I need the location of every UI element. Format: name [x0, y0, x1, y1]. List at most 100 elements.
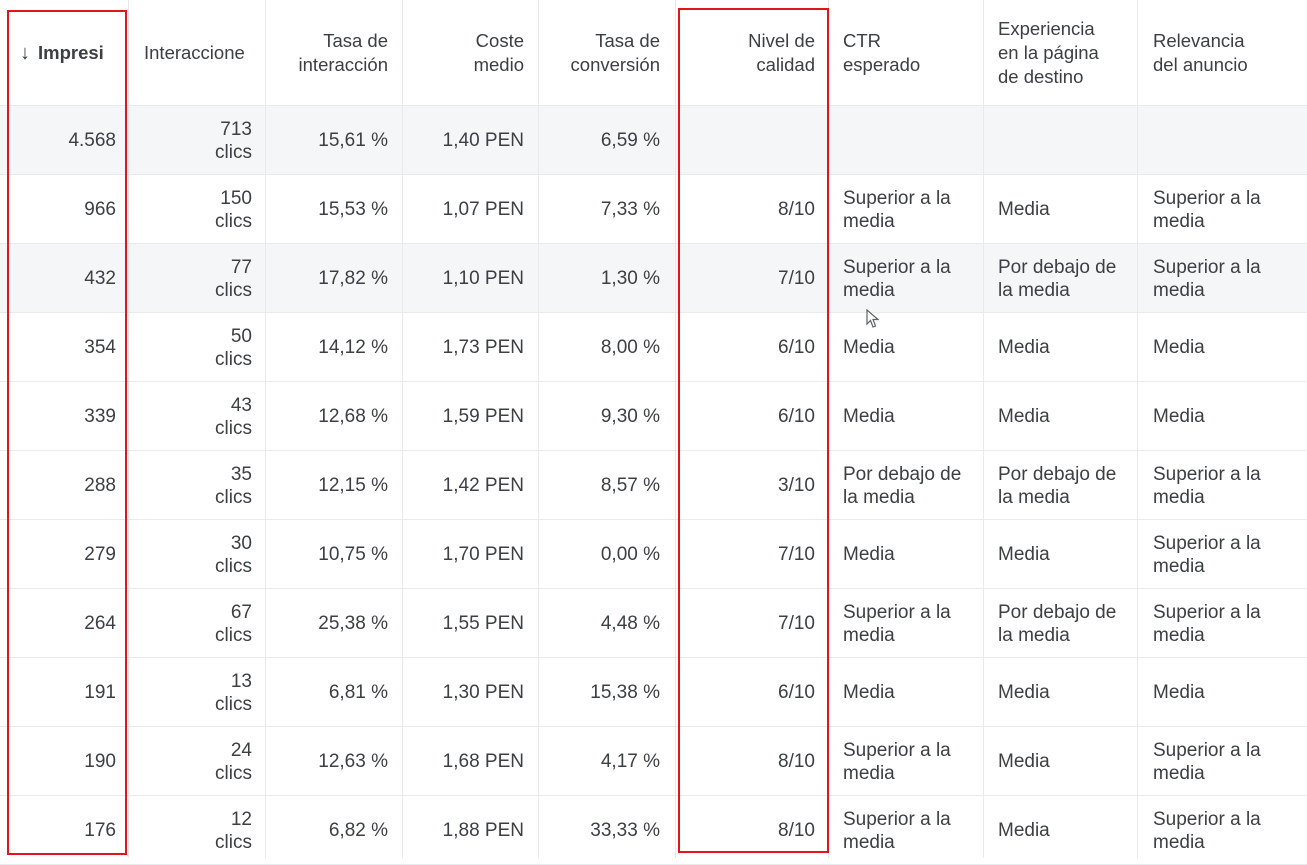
cell-quality-score: 6/10 [778, 406, 815, 427]
cell-impressions: 432 [84, 268, 116, 289]
column-header-quality-score[interactable]: Nivel de calidad [748, 30, 815, 75]
row-divider [0, 657, 1307, 658]
cell-expected-ctr: Media [843, 337, 895, 358]
column-divider [265, 0, 266, 858]
row-divider [0, 450, 1307, 451]
row-divider [0, 726, 1307, 727]
cell-conversion-rate: 15,38 % [590, 682, 660, 703]
cell-ad-relevance: Superior a la media [1153, 187, 1261, 232]
cell-quality-score: 7/10 [778, 544, 815, 565]
cell-avg-cost: 1,30 PEN [442, 682, 524, 703]
cell-interaction-rate: 10,75 % [318, 544, 388, 565]
cell-ad-relevance [1153, 106, 1303, 175]
column-divider [402, 0, 403, 858]
column-header-ad-relevance[interactable]: Relevancia del anuncio [1153, 30, 1248, 75]
column-header-landing-page-experience[interactable]: Experiencia en la página de destino [998, 18, 1099, 87]
cell-landing-page-experience: Media [998, 337, 1050, 358]
header-row: ↓ Impresi Interaccione Tasa de interacció… [0, 0, 1307, 106]
row-divider [0, 381, 1307, 382]
cell-interactions: 50 clics [215, 325, 252, 370]
cell-avg-cost: 1,10 PEN [442, 268, 524, 289]
cell-avg-cost: 1,88 PEN [442, 820, 524, 841]
cell-conversion-rate: 0,00 % [600, 544, 660, 565]
cell-interactions: 13 clics [215, 670, 252, 715]
cell-expected-ctr [843, 106, 978, 175]
cell-landing-page-experience: Media [998, 682, 1050, 703]
cell-impressions: 4.568 [68, 130, 116, 151]
column-header-expected-ctr[interactable]: CTR esperado [843, 30, 921, 75]
column-header-conversion-rate[interactable]: Tasa de conversión [570, 30, 660, 75]
mouse-pointer-icon [866, 309, 880, 328]
cell-conversion-rate: 8,00 % [600, 337, 660, 358]
column-header-impressions[interactable]: ↓ Impresi [20, 42, 104, 64]
cell-interaction-rate: 25,38 % [318, 613, 388, 634]
cell-interaction-rate: 12,63 % [318, 751, 388, 772]
cell-quality-score: 7/10 [778, 268, 815, 289]
cell-quality-score: 3/10 [778, 475, 815, 496]
cell-interactions: 150 clics [215, 187, 252, 232]
cell-ad-relevance: Superior a la media [1153, 601, 1261, 646]
cell-conversion-rate: 33,33 % [590, 820, 660, 841]
cell-landing-page-experience: Media [998, 199, 1050, 220]
column-header-avg-cost[interactable]: Coste medio [473, 30, 524, 75]
cell-avg-cost: 1,55 PEN [442, 613, 524, 634]
cell-impressions: 279 [84, 544, 116, 565]
row-divider [0, 519, 1307, 520]
column-divider [828, 0, 829, 858]
cell-avg-cost: 1,70 PEN [442, 544, 524, 565]
cell-impressions: 339 [84, 406, 116, 427]
cell-landing-page-experience: Media [998, 751, 1050, 772]
cell-impressions: 288 [84, 475, 116, 496]
column-header-interaction-rate[interactable]: Tasa de interacción [298, 30, 388, 75]
column-header-interactions[interactable]: Interaccione [144, 42, 245, 63]
table-row[interactable]: 966 150 clics 15,53 % 1,07 PEN 7,33 % 8/10 Supe… [0, 175, 1307, 244]
cell-expected-ctr: Superior a la media [843, 187, 951, 232]
table-row[interactable]: 279 30 clics 10,75 % 1,70 PEN 0,00 % 7/10 Media… [0, 520, 1307, 589]
table-row[interactable]: 4.568 713 clics 15,61 % 1,40 PEN 6,59 % [0, 106, 1307, 175]
table-row[interactable]: 264 67 clics 25,38 % 1,55 PEN 4,48 % 7/10 Super… [0, 589, 1307, 658]
cell-quality-score: 7/10 [778, 613, 815, 634]
cell-avg-cost: 1,07 PEN [442, 199, 524, 220]
cell-impressions: 176 [84, 820, 116, 841]
cell-ad-relevance: Media [1153, 337, 1205, 358]
row-divider [0, 243, 1307, 244]
cell-interactions: 12 clics [215, 808, 252, 853]
cell-ad-relevance: Superior a la media [1153, 739, 1261, 784]
table-row[interactable]: 190 24 clics 12,63 % 1,68 PEN 4,17 % 8/10 Super… [0, 727, 1307, 796]
cell-quality-score: 6/10 [778, 682, 815, 703]
cell-interactions: 77 clics [215, 256, 252, 301]
cell-landing-page-experience: Por debajo de la media [998, 601, 1117, 646]
cell-impressions: 191 [84, 682, 116, 703]
cell-ad-relevance: Superior a la media [1153, 808, 1261, 853]
cell-landing-page-experience: Media [998, 544, 1050, 565]
cell-quality-score [680, 106, 815, 175]
table-row[interactable]: 354 50 clics 14,12 % 1,73 PEN 8,00 % 6/10 Media… [0, 313, 1307, 382]
cell-expected-ctr: Media [843, 682, 895, 703]
cell-interactions: 713 clics [215, 118, 252, 163]
cell-avg-cost: 1,68 PEN [442, 751, 524, 772]
cell-impressions: 354 [84, 337, 116, 358]
cell-expected-ctr: Media [843, 544, 895, 565]
cell-interactions: 30 clics [215, 532, 252, 577]
table-row[interactable]: 288 35 clics 12,15 % 1,42 PEN 8,57 % 3/10 Por d… [0, 451, 1307, 520]
table-row[interactable]: 176 12 clics 6,82 % 1,88 PEN 33,33 % 8/10 Super… [0, 796, 1307, 865]
cell-interaction-rate: 17,82 % [318, 268, 388, 289]
column-divider [128, 0, 129, 858]
table-row[interactable]: 339 43 clics 12,68 % 1,59 PEN 9,30 % 6/10 Media… [0, 382, 1307, 451]
cell-quality-score: 8/10 [778, 820, 815, 841]
cell-ad-relevance: Media [1153, 406, 1205, 427]
cell-interaction-rate: 12,15 % [318, 475, 388, 496]
table-row[interactable]: 432 77 clics 17,82 % 1,10 PEN 1,30 % 7/10 Super… [0, 244, 1307, 313]
cell-ad-relevance: Superior a la media [1153, 256, 1261, 301]
cell-interaction-rate: 14,12 % [318, 337, 388, 358]
cell-interactions: 35 clics [215, 463, 252, 508]
cell-expected-ctr: Superior a la media [843, 601, 951, 646]
table-row[interactable]: 191 13 clics 6,81 % 1,30 PEN 15,38 % 6/10 Media… [0, 658, 1307, 727]
cell-landing-page-experience: Por debajo de la media [998, 256, 1117, 301]
cell-conversion-rate: 9,30 % [600, 406, 660, 427]
cell-ad-relevance: Superior a la media [1153, 463, 1261, 508]
cell-landing-page-experience: Media [998, 820, 1050, 841]
cell-expected-ctr: Superior a la media [843, 808, 951, 853]
column-divider [1137, 0, 1138, 858]
